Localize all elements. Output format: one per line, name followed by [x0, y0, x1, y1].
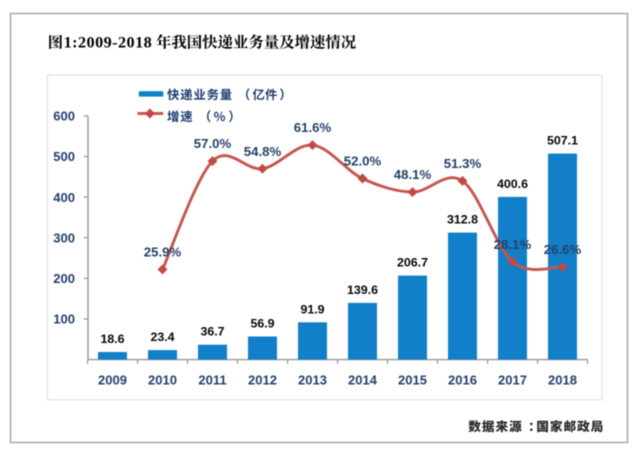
svg-text:400.6: 400.6	[497, 177, 528, 191]
svg-text:23.4: 23.4	[150, 330, 174, 344]
svg-text:206.7: 206.7	[397, 256, 428, 270]
svg-text:61.6%: 61.6%	[294, 120, 332, 135]
svg-text:400: 400	[53, 190, 75, 205]
svg-text:2011: 2011	[198, 372, 226, 387]
svg-text:18.6: 18.6	[100, 332, 124, 346]
svg-text:2009: 2009	[98, 372, 127, 387]
svg-text:36.7: 36.7	[200, 325, 224, 339]
svg-text:2012: 2012	[248, 372, 277, 387]
svg-text:52.0%: 52.0%	[344, 154, 382, 169]
svg-text:57.0%: 57.0%	[194, 136, 232, 151]
svg-text:2013: 2013	[298, 372, 327, 387]
svg-text:48.1%: 48.1%	[394, 167, 432, 182]
svg-text:500: 500	[53, 149, 75, 164]
svg-text:51.3%: 51.3%	[444, 156, 482, 171]
svg-text:2014: 2014	[348, 372, 378, 387]
svg-text:200: 200	[53, 271, 75, 286]
svg-text:2015: 2015	[398, 372, 427, 387]
svg-text:507.1: 507.1	[547, 134, 578, 148]
svg-text:139.6: 139.6	[347, 283, 378, 297]
svg-text:300: 300	[53, 230, 75, 245]
svg-text:100: 100	[53, 312, 75, 327]
svg-text:91.9: 91.9	[300, 302, 324, 316]
svg-text:600: 600	[53, 109, 75, 124]
svg-text:28.1%: 28.1%	[494, 237, 532, 252]
svg-text:25.9%: 25.9%	[144, 245, 182, 260]
svg-text:26.6%: 26.6%	[544, 242, 582, 257]
svg-text:56.9: 56.9	[250, 317, 274, 331]
svg-text:2016: 2016	[448, 372, 477, 387]
svg-text:2010: 2010	[148, 372, 177, 387]
svg-text:54.8%: 54.8%	[244, 144, 282, 159]
svg-text:1:2009-2018: 1:2009-2018	[64, 34, 153, 52]
svg-text:2017: 2017	[498, 372, 527, 387]
svg-text:312.8: 312.8	[447, 213, 478, 227]
svg-text:2018: 2018	[548, 372, 577, 387]
